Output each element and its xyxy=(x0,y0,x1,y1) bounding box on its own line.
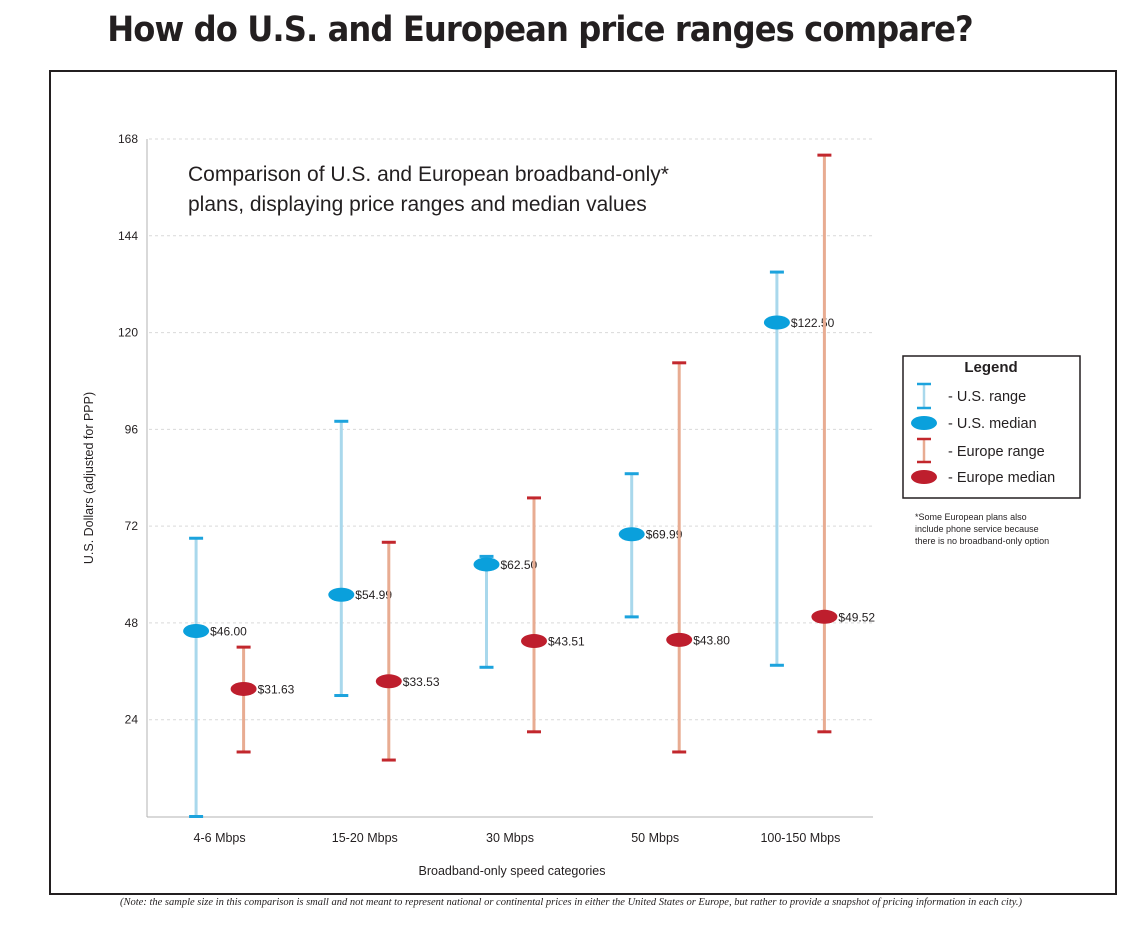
x-tick-label: 30 Mbps xyxy=(486,831,534,845)
legend-note-line-2: include phone service because xyxy=(915,524,1039,534)
europe-median-label: $33.53 xyxy=(403,675,440,689)
y-tick-label: 120 xyxy=(118,326,138,340)
legend-us-median-icon xyxy=(911,416,937,430)
legend-note-line-1: *Some European plans also xyxy=(915,512,1027,522)
europe-median-label: $49.52 xyxy=(838,610,875,624)
europe-median-label: $43.80 xyxy=(693,633,730,647)
us-median-label: $46.00 xyxy=(210,624,247,638)
europe-range-group: $43.80 xyxy=(666,361,730,754)
europe-median-marker xyxy=(521,634,547,649)
x-axis-label: Broadband-only speed categories xyxy=(419,864,606,878)
us-median-label: $69.99 xyxy=(646,528,683,542)
y-tick-label: 144 xyxy=(118,229,138,243)
y-tick-label: 168 xyxy=(118,132,138,146)
us-median-marker xyxy=(328,587,355,602)
y-tick-label: 72 xyxy=(125,519,139,533)
gridlines xyxy=(149,138,873,721)
europe-range-group: $33.53 xyxy=(375,540,440,762)
legend-us-median-label: - U.S. median xyxy=(948,416,1037,432)
us-median-label: $54.99 xyxy=(355,588,392,602)
europe-median-marker xyxy=(230,681,257,696)
europe-range-group: $49.52 xyxy=(811,153,875,734)
chart-subtitle-line-2: plans, displaying price ranges and media… xyxy=(188,193,647,216)
legend-note-line-3: there is no broadband-only option xyxy=(915,536,1049,546)
legend-us-range-label: - U.S. range xyxy=(948,389,1026,405)
x-tick-label: 50 Mbps xyxy=(631,831,679,845)
legend-us-range-icon xyxy=(917,382,931,410)
us-range-group: $54.99 xyxy=(328,419,392,698)
us-range-group: $69.99 xyxy=(618,472,683,619)
y-tick-label: 96 xyxy=(125,422,139,436)
chart-subtitle-line-1: Comparison of U.S. and European broadban… xyxy=(188,163,669,186)
y-tick-label: 24 xyxy=(125,713,139,727)
europe-median-marker xyxy=(811,609,838,624)
legend-title: Legend xyxy=(964,359,1017,376)
europe-range-group: $43.51 xyxy=(521,496,585,734)
us-median-label: $122.50 xyxy=(791,316,835,330)
us-median-marker xyxy=(618,527,645,542)
legend-europe-median-label: - Europe median xyxy=(948,470,1055,486)
y-axis-label: U.S. Dollars (adjusted for PPP) xyxy=(82,392,96,564)
europe-median-marker xyxy=(666,632,693,647)
legend-europe-median-icon xyxy=(911,470,937,484)
legend-europe-range-label: - Europe range xyxy=(948,444,1045,460)
legend-europe-range-icon xyxy=(917,437,931,464)
data-marks: $46.00 $54.99 $62.50 $69.99 $122.50 $31.63 $33… xyxy=(183,153,875,818)
europe-median-marker xyxy=(375,674,402,689)
x-tick-label: 15-20 Mbps xyxy=(332,831,398,845)
us-median-marker xyxy=(473,557,500,572)
us-median-marker xyxy=(183,623,210,638)
us-median-label: $62.50 xyxy=(501,558,538,572)
x-tick-label: 100-150 Mbps xyxy=(760,831,840,845)
legend: Legend - U.S. range - U.S. median - Euro… xyxy=(902,355,1081,499)
x-tick-label: 4-6 Mbps xyxy=(194,831,246,845)
y-tick-labels: 24 48 72 96 120 144 168 xyxy=(118,132,138,727)
us-median-marker xyxy=(763,315,790,330)
y-tick-label: 48 xyxy=(125,616,139,630)
europe-median-label: $43.51 xyxy=(548,635,585,649)
x-tick-labels: 4-6 Mbps 15-20 Mbps 30 Mbps 50 Mbps 100-150 … xyxy=(194,831,841,845)
chart-frame xyxy=(49,70,1117,895)
us-range-group: $46.00 xyxy=(183,536,247,818)
europe-median-label: $31.63 xyxy=(258,682,295,696)
page-title: How do U.S. and European price ranges co… xyxy=(107,10,973,50)
footnote: (Note: the sample size in this compariso… xyxy=(120,897,1022,908)
europe-range-group: $31.63 xyxy=(230,645,295,754)
us-range-group: $62.50 xyxy=(473,554,538,669)
